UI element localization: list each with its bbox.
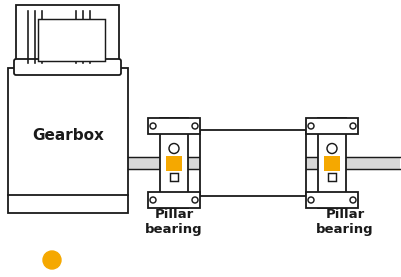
Ellipse shape [192, 123, 198, 129]
Bar [166, 155, 182, 171]
Bar [148, 192, 200, 208]
Ellipse shape [168, 143, 178, 153]
Bar [38, 19, 105, 61]
Text: Gearbox: Gearbox [32, 128, 104, 143]
Bar [8, 68, 128, 213]
Bar [327, 173, 335, 181]
Text: Pillar
bearing: Pillar bearing [145, 208, 203, 236]
Ellipse shape [43, 251, 61, 269]
Bar [128, 157, 399, 169]
Bar [200, 130, 305, 196]
Bar [323, 155, 339, 171]
Bar [305, 118, 357, 134]
Bar [317, 118, 345, 208]
Ellipse shape [150, 123, 156, 129]
Bar [170, 173, 178, 181]
Bar [148, 118, 200, 134]
Bar [160, 118, 188, 208]
Ellipse shape [192, 197, 198, 203]
Ellipse shape [349, 123, 355, 129]
Bar [305, 192, 357, 208]
Ellipse shape [326, 143, 336, 153]
FancyBboxPatch shape [14, 59, 121, 75]
Text: Pillar
bearing: Pillar bearing [316, 208, 373, 236]
Ellipse shape [307, 197, 313, 203]
Bar [16, 5, 119, 63]
Ellipse shape [307, 123, 313, 129]
Ellipse shape [349, 197, 355, 203]
Ellipse shape [150, 197, 156, 203]
